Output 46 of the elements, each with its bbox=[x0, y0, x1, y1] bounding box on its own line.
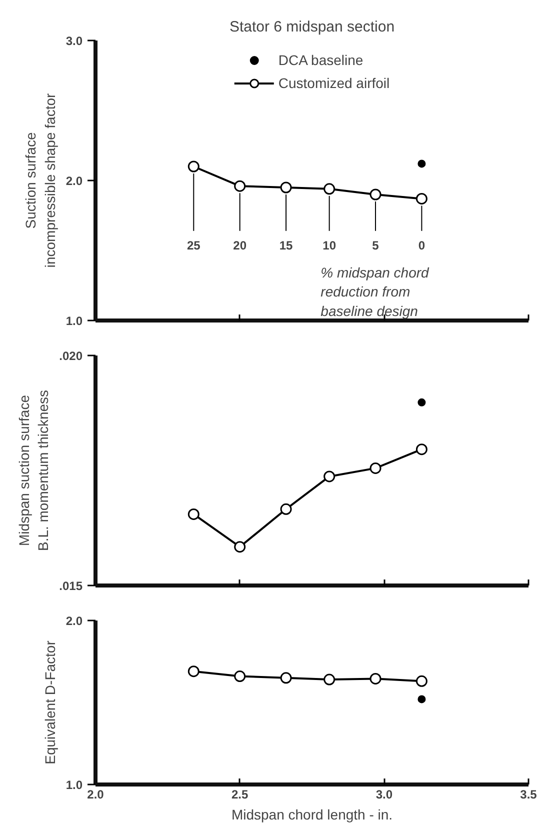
y-axis-title: Suction surface incompressible shape factor bbox=[22, 93, 58, 268]
point bbox=[188, 160, 200, 172]
point bbox=[418, 398, 426, 406]
x-tick-label: 2.5 bbox=[231, 788, 248, 802]
point bbox=[416, 675, 428, 687]
y-tick-label: 2.0 bbox=[66, 174, 83, 188]
annotation: 10 bbox=[322, 238, 336, 252]
point bbox=[370, 188, 382, 200]
y-tick-label: 3.0 bbox=[66, 34, 83, 48]
legend-label: DCA baseline bbox=[278, 52, 364, 68]
point bbox=[418, 695, 426, 704]
point bbox=[234, 670, 246, 682]
point bbox=[234, 180, 246, 192]
point bbox=[416, 192, 428, 204]
point bbox=[324, 470, 336, 482]
x-tick-label: 3.0 bbox=[376, 788, 393, 802]
point bbox=[324, 674, 336, 686]
y-tick-label: .020 bbox=[59, 349, 83, 363]
annotation: 5 bbox=[372, 238, 380, 252]
chart-title: Stator 6 midspan section bbox=[229, 18, 395, 36]
point bbox=[188, 666, 200, 678]
point bbox=[370, 462, 382, 474]
point bbox=[280, 503, 292, 515]
annotation: 25 bbox=[186, 238, 201, 252]
y-axis-title: Equivalent D-Factor bbox=[42, 640, 58, 764]
annotation: 0 bbox=[418, 238, 426, 252]
x-tick-label: 2.0 bbox=[87, 788, 104, 802]
annotation: % midspan chord reduction from baseline design bbox=[320, 264, 430, 319]
annotation: 20 bbox=[233, 238, 247, 252]
y-axis-title: Midspan suction surface B.L. momentum thickness bbox=[16, 390, 52, 552]
point bbox=[280, 182, 292, 194]
point bbox=[188, 508, 200, 520]
annotation: 15 bbox=[279, 238, 294, 252]
x-axis-title: Midspan chord length - in. bbox=[231, 806, 393, 822]
point bbox=[370, 672, 382, 684]
x-tick-label: 3.5 bbox=[520, 788, 538, 802]
legend-label: Customized airfoil bbox=[278, 75, 390, 91]
y-tick-label: 1.0 bbox=[66, 314, 83, 328]
point bbox=[416, 444, 428, 456]
point bbox=[280, 672, 292, 684]
y-tick-label: 1.0 bbox=[66, 778, 83, 792]
y-tick-label: .015 bbox=[59, 579, 83, 593]
point bbox=[324, 183, 336, 195]
y-tick-label: 2.0 bbox=[66, 614, 83, 628]
point bbox=[418, 160, 426, 168]
point bbox=[234, 541, 246, 553]
